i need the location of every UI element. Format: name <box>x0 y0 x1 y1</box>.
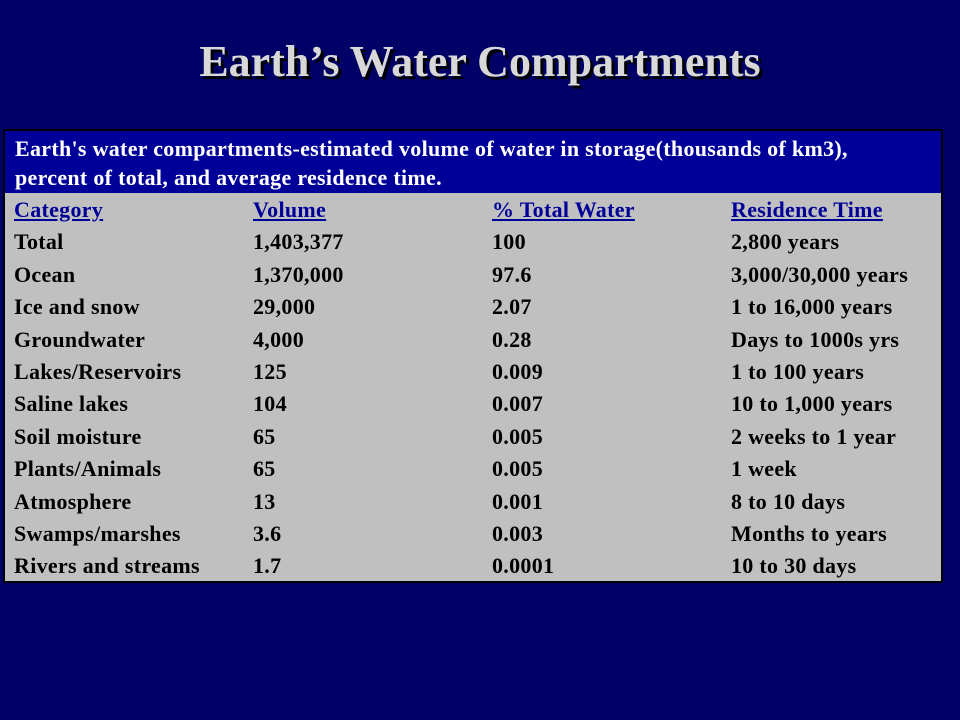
table-cell: Atmosphere <box>14 488 132 514</box>
table-cell: 2.07 <box>492 294 532 320</box>
column-header: Category <box>14 197 104 222</box>
table-cell: 65 <box>253 456 276 482</box>
table-cell: 65 <box>253 423 276 449</box>
table-cell: 0.003 <box>492 521 543 546</box>
table-cell: 0.28 <box>492 326 532 352</box>
table-cell: Groundwater <box>14 326 146 352</box>
data-table: Earth's water compartments-estimated vol… <box>3 129 943 583</box>
table-cell: Soil moisture <box>14 423 142 449</box>
table-cell: Lakes/Reservoirs <box>14 359 182 384</box>
table-cell: Ocean <box>14 261 76 287</box>
table-cell: 2 weeks to 1 year <box>731 423 897 449</box>
table-cell: 1 week <box>731 456 797 482</box>
table-cell: 2,800 years <box>731 229 840 255</box>
column-header: % Total Water <box>492 197 635 222</box>
table-cell: Days to 1000s yrs <box>731 326 900 352</box>
table-cell: 97.6 <box>492 261 532 287</box>
table-cell: 0.001 <box>492 488 543 514</box>
table-cell: 1,370,000 <box>253 261 344 287</box>
table-cell: 3,000/30,000 years <box>731 261 909 287</box>
table-cell: Total <box>14 229 64 255</box>
table-cell: 10 to 30 days <box>731 553 857 579</box>
table-cell: 125 <box>253 359 287 384</box>
table-cell: 104 <box>253 391 287 417</box>
table-cell: 0.007 <box>492 391 543 417</box>
table-caption: Earth's water compartments-estimated vol… <box>5 131 941 193</box>
table-cell: 1.7 <box>253 553 282 579</box>
table-cell: 13 <box>253 488 276 514</box>
table-cell: Rivers and streams <box>14 553 200 579</box>
table-cell: 100 <box>492 229 526 255</box>
table-cell: 1 to 100 years <box>731 359 865 384</box>
slide-title: Earth’s Water Compartments <box>199 37 761 86</box>
table-cell: 29,000 <box>253 294 316 320</box>
table-cell: Months to years <box>731 521 888 546</box>
column-header: Volume <box>253 197 327 222</box>
table-cell: Saline lakes <box>14 391 129 417</box>
table-cell: 1 to 16,000 years <box>731 294 893 320</box>
table-cell: Plants/Animals <box>14 456 162 482</box>
table-cell: 0.005 <box>492 456 543 482</box>
table-cell: Ice and snow <box>14 294 140 320</box>
table-cell: 0.009 <box>492 359 543 384</box>
table-cell: 4,000 <box>253 326 304 352</box>
column-header: Residence Time <box>731 197 883 222</box>
table-cell: Swamps/marshes <box>14 521 181 546</box>
table-cell: 3.6 <box>253 521 282 546</box>
table-cell: 10 to 1,000 years <box>731 391 893 417</box>
table-cell: 0.005 <box>492 423 543 449</box>
table-cell: 1,403,377 <box>253 229 344 255</box>
table-cell: 0.0001 <box>492 553 555 579</box>
table-cell: 8 to 10 days <box>731 488 846 514</box>
